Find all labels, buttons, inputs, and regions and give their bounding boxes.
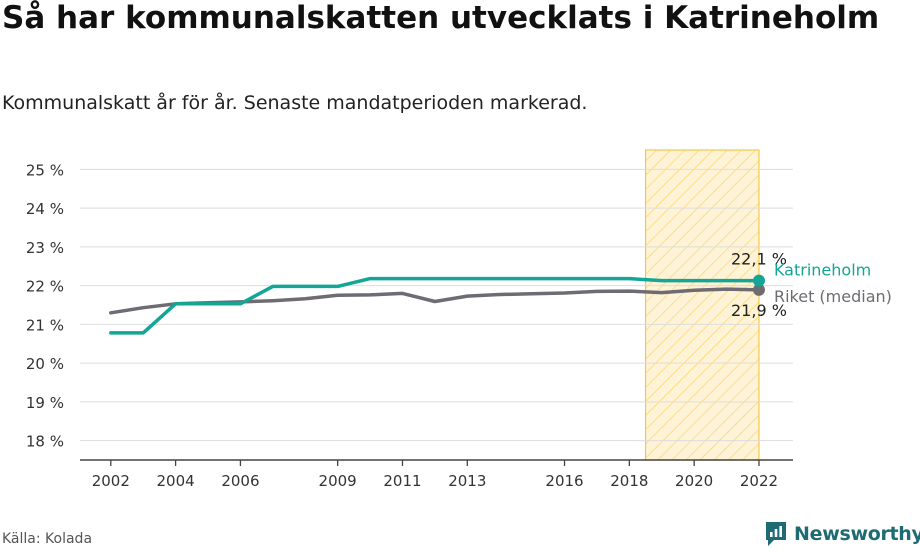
series-endpoint [752, 283, 765, 296]
y-tick-label: 22 % [26, 278, 64, 296]
series-endpoint [752, 274, 765, 287]
y-tick-label: 24 % [26, 200, 64, 218]
brand-name: Newsworthy [794, 523, 920, 545]
x-tick-label: 2016 [545, 472, 583, 490]
katrineholm-value-label: 22,1 % [731, 250, 787, 269]
highlight-period-layer [644, 149, 760, 461]
y-tick-label: 23 % [26, 239, 64, 257]
grid-layer [80, 168, 793, 442]
riket-value-label: 21,9 % [731, 301, 787, 320]
x-tick-label: 2002 [92, 472, 130, 490]
y-tick-label: 21 % [26, 316, 64, 334]
series-line-katrineholm [109, 276, 761, 335]
x-tick-label: 2020 [675, 472, 713, 490]
series-layer [109, 274, 765, 335]
x-tick-label: 2018 [610, 472, 648, 490]
highlight-hatch [645, 150, 759, 460]
axis-layer: 18 % 19 % 20 % 21 % 22 % 23 % 24 % 25 % 2002 2004… [26, 161, 793, 490]
newsworthy-logo-icon [766, 522, 786, 546]
chart-subtitle: Kommunalskatt år för år. Senaste mandatp… [2, 92, 588, 114]
x-tick-label: 2009 [319, 472, 357, 490]
brand-logo: Newsworthy [764, 520, 920, 548]
katrineholm-series-name: Katrineholm [774, 261, 871, 280]
riket-series-name: Riket (median) [774, 287, 892, 306]
y-tick-label: 25 % [26, 161, 64, 179]
x-tick-label: 2011 [383, 472, 421, 490]
y-tick-label: 18 % [26, 433, 64, 451]
source-note: Källa: Kolada [2, 531, 93, 547]
x-tick-label: 2022 [740, 472, 778, 490]
x-tick-label: 2004 [157, 472, 195, 490]
y-tick-label: 19 % [26, 394, 64, 412]
x-tick-label: 2013 [448, 472, 486, 490]
label-layer: 22,1 % 21,9 % Katrineholm Riket (median) [731, 250, 892, 320]
chart-title: Så har kommunalskatten utvecklats i Katr… [2, 0, 880, 36]
y-tick-label: 20 % [26, 355, 64, 373]
x-tick-label: 2006 [221, 472, 259, 490]
